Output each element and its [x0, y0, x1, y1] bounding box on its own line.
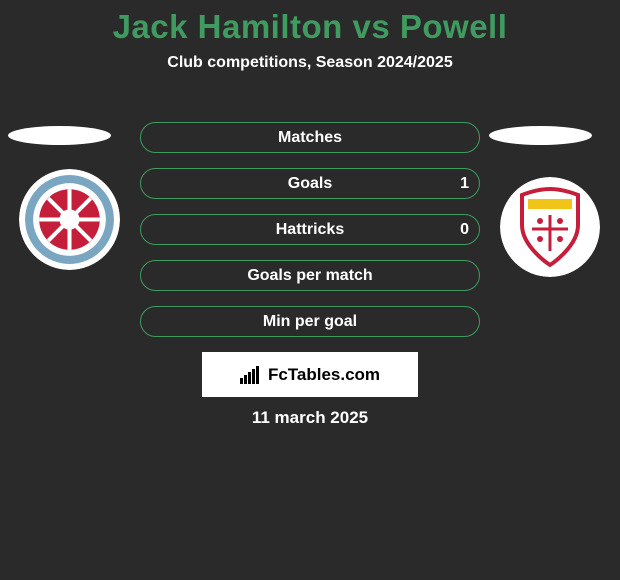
chart-bars-icon — [240, 366, 262, 384]
fctables-text: FcTables.com — [268, 365, 380, 385]
stats-comparison-table: Matches Goals 1 Hattricks 0 Goals per match Mi… — [140, 122, 480, 352]
stat-label: Min per goal — [263, 313, 357, 331]
stat-label: Goals per match — [247, 267, 372, 285]
right-team-placeholder-oval — [489, 126, 592, 145]
date-label: 11 march 2025 — [0, 408, 620, 428]
stat-row: Min per goal — [140, 306, 480, 337]
right-club-crest — [500, 177, 600, 277]
left-club-crest — [19, 169, 120, 270]
stat-label: Hattricks — [276, 221, 344, 239]
stat-label: Goals — [288, 175, 332, 193]
stat-value-right: 0 — [460, 221, 469, 239]
stat-value-right: 1 — [460, 175, 469, 193]
fctables-branding: FcTables.com — [202, 352, 418, 397]
page-title: Jack Hamilton vs Powell — [0, 0, 620, 46]
subtitle: Club competitions, Season 2024/2025 — [0, 54, 620, 72]
shield-crest-icon — [500, 177, 600, 277]
stat-row: Matches — [140, 122, 480, 153]
stat-row: Goals 1 — [140, 168, 480, 199]
hartlepool-crest-icon — [19, 169, 120, 270]
stat-row: Hattricks 0 — [140, 214, 480, 245]
left-team-placeholder-oval — [8, 126, 111, 145]
stat-row: Goals per match — [140, 260, 480, 291]
stat-label: Matches — [278, 129, 342, 147]
